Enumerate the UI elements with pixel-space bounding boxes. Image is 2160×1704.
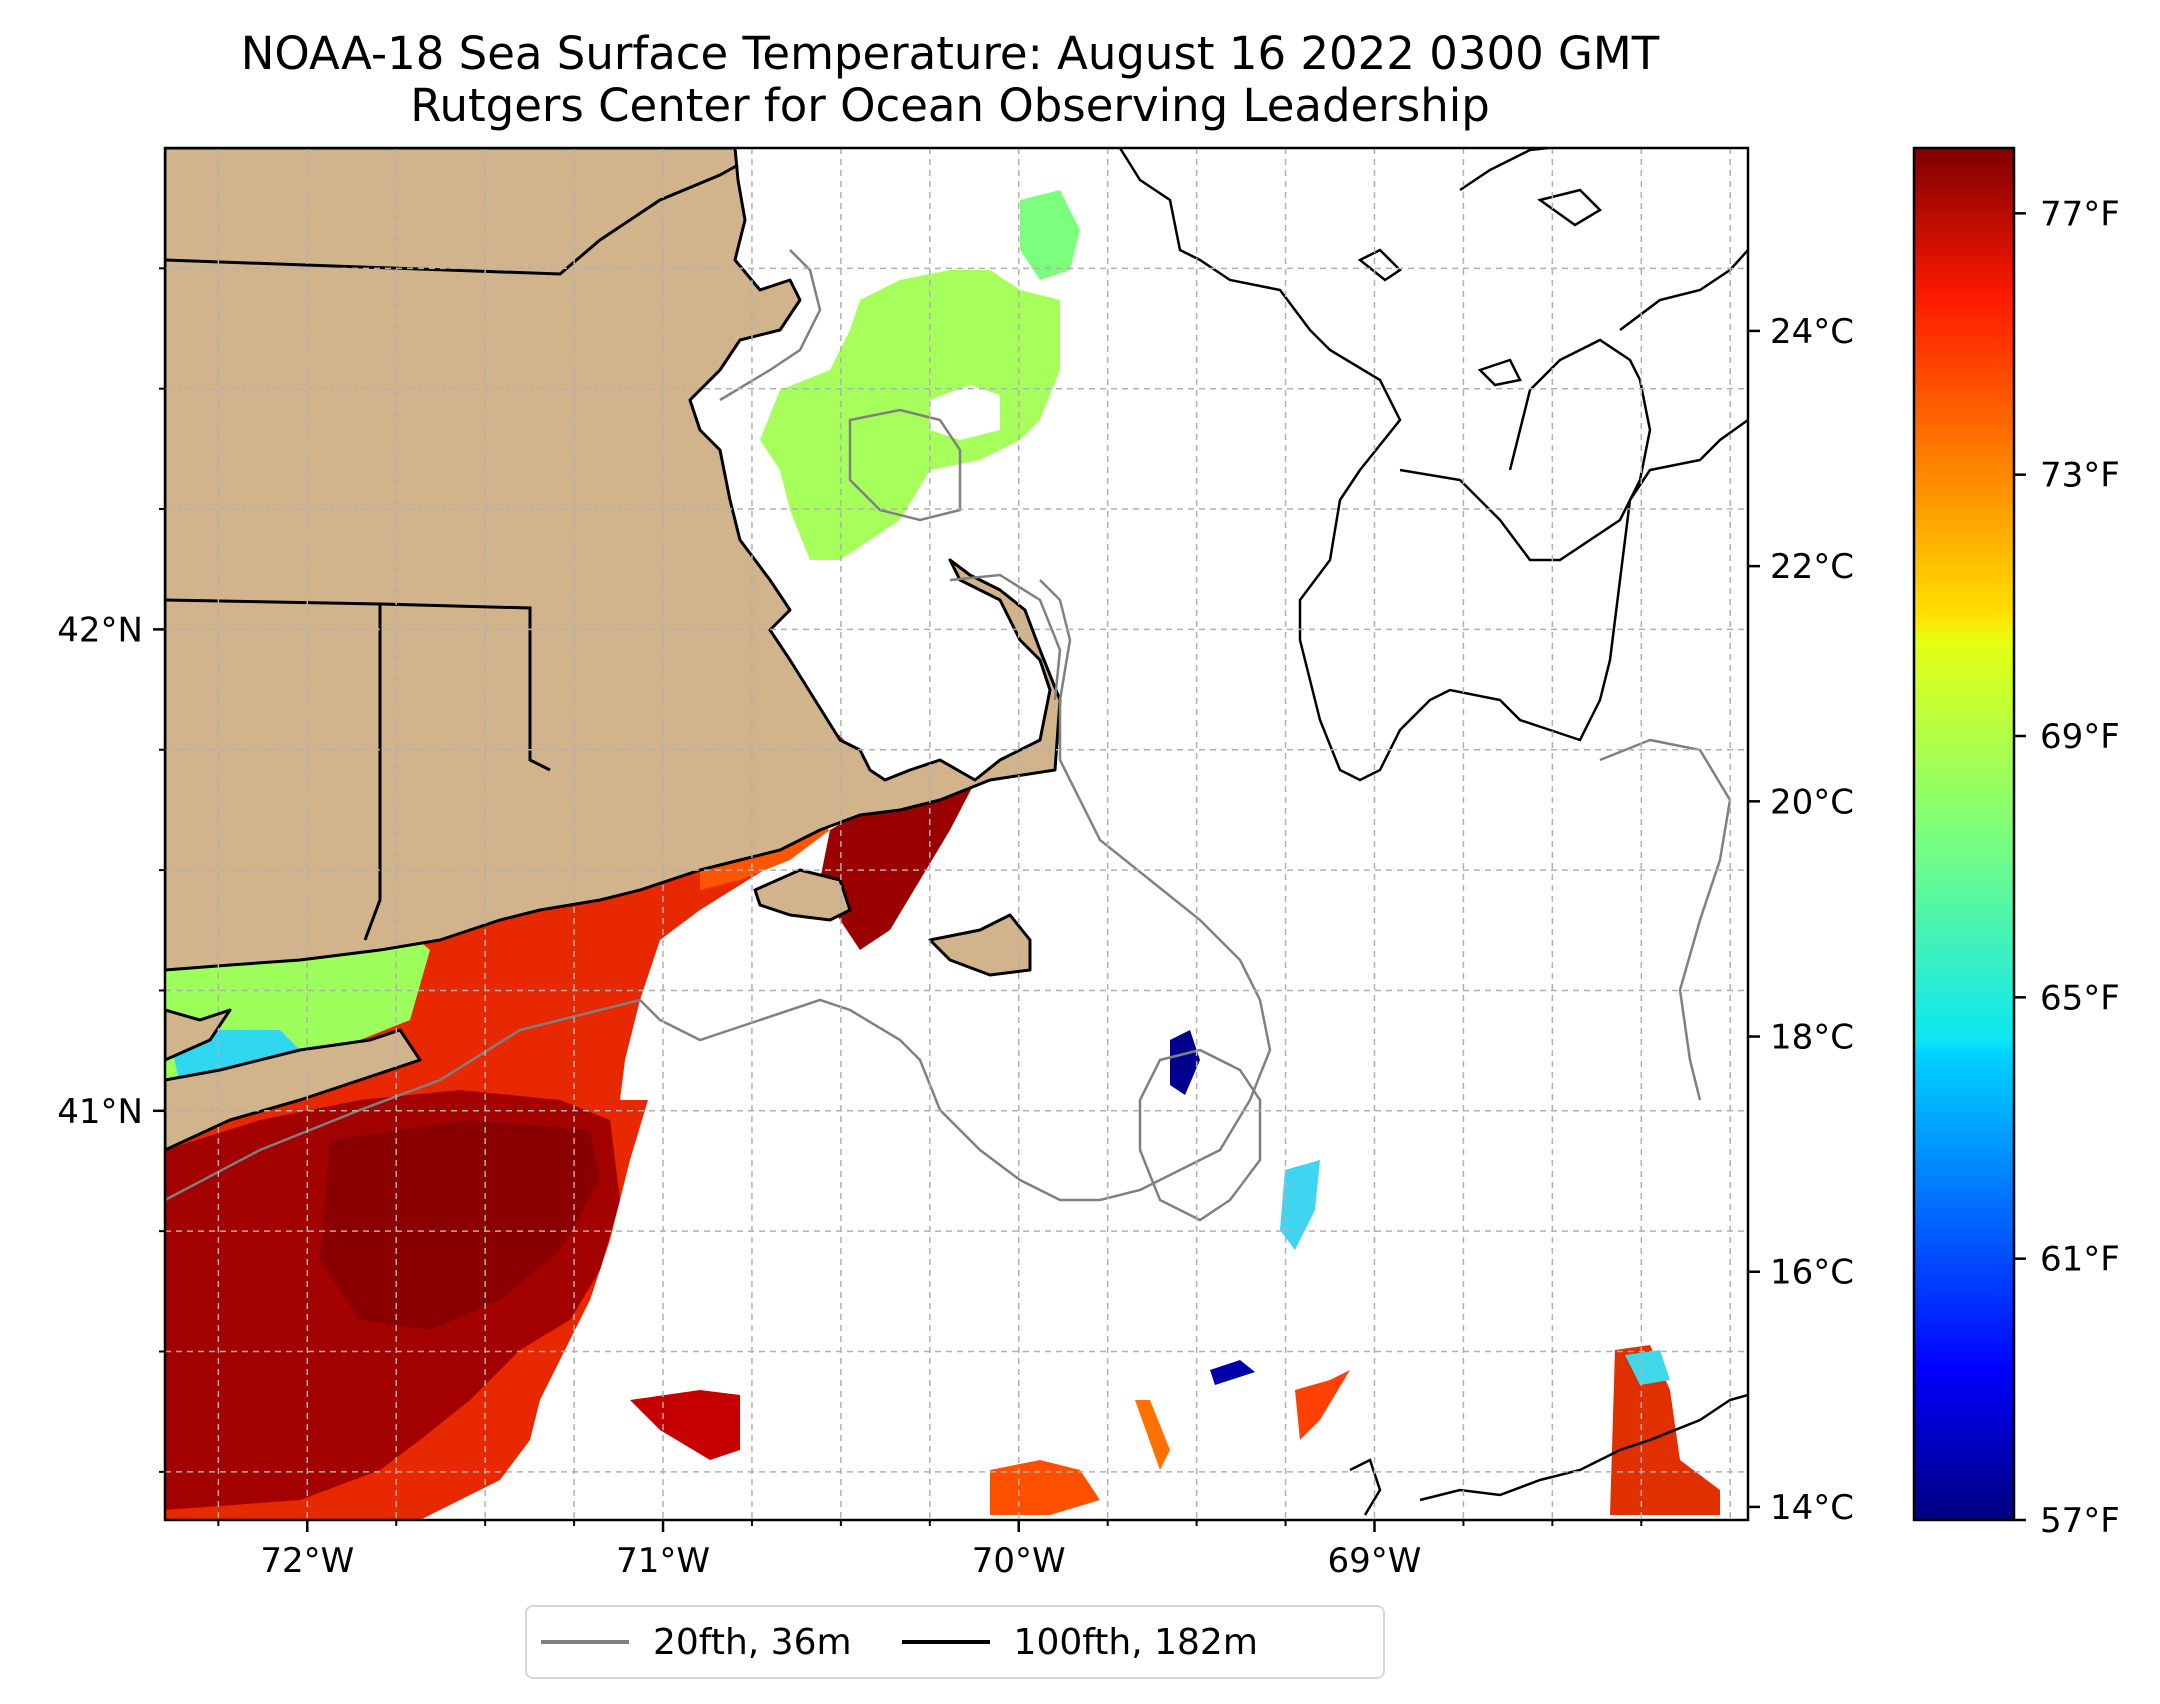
y-axis: 42°N 41°N (57, 267, 165, 1473)
x-axis: 72°W 71°W 70°W 69°W (217, 1520, 1643, 1581)
sst-south-patch-4 (1295, 1370, 1350, 1440)
sst-east-cyan (1280, 1160, 1320, 1250)
colorbar-celsius-axis: 24°C 22°C 20°C 18°C 16°C 14°C (1748, 312, 1854, 1528)
x-tick-label: 69°W (1328, 1541, 1422, 1581)
y-tick-label: 41°N (57, 1092, 143, 1132)
colorbar-c-label: 18°C (1770, 1018, 1854, 1058)
colorbar-c-label: 14°C (1770, 1488, 1854, 1528)
land-mainland (165, 148, 1062, 972)
map-frame (163, 146, 1750, 1522)
colorbar-f-label: 77°F (2040, 194, 2120, 234)
legend-item-100fth: 100fth, 182m (901, 1621, 1258, 1663)
land-nantucket (928, 913, 1032, 977)
legend-swatch-100fth (901, 1640, 990, 1644)
legend-item-20fth: 20fth, 36m (541, 1622, 852, 1663)
sst-southeast-patch (1610, 1345, 1720, 1515)
sst-south-patch-1 (630, 1390, 740, 1460)
colorbar-f-label: 69°F (2040, 717, 2120, 757)
isobath-100fth (1118, 148, 1748, 1516)
sst-cape-cod-bay (760, 270, 1060, 560)
colorbar (1912, 146, 2016, 1522)
land-martha-vineyard (753, 868, 852, 922)
colorbar-c-label: 16°C (1770, 1253, 1854, 1293)
sst-south-patch-5 (1210, 1360, 1255, 1385)
land (165, 148, 1062, 1152)
x-tick-label: 70°W (972, 1541, 1066, 1581)
colorbar-f-label: 65°F (2040, 978, 2120, 1018)
x-tick-label: 71°W (616, 1541, 710, 1581)
sst-nantucket-sound (820, 782, 975, 950)
colorbar-f-label: 57°F (2040, 1501, 2120, 1541)
title-line-2: Rutgers Center for Ocean Observing Leade… (410, 79, 1490, 132)
graticule (165, 148, 1748, 1520)
colorbar-f-label: 61°F (2040, 1240, 2120, 1280)
title-line-1: NOAA-18 Sea Surface Temperature: August … (240, 27, 1660, 80)
land-long-island (165, 1008, 232, 1062)
colorbar-fahrenheit-axis: 77°F 73°F 69°F 65°F 61°F 57°F (2014, 194, 2120, 1541)
colorbar-c-label: 24°C (1770, 312, 1854, 352)
land-long-island-fork (165, 1028, 422, 1152)
border-nh-ma (165, 163, 739, 276)
sst-southeast-cyan (1625, 1350, 1670, 1385)
sst-hot-core-2 (320, 1120, 600, 1330)
sst-south-patch-3 (1135, 1400, 1170, 1470)
legend-label-100fth: 100fth, 182m (1013, 1621, 1258, 1663)
legend-label-20fth: 20fth, 36m (653, 1621, 852, 1663)
sst-field (165, 190, 1720, 1520)
border-ct-ri (363, 604, 382, 941)
legend-swatch-20fth (541, 1640, 629, 1644)
y-tick-label: 42°N (57, 610, 143, 650)
sst-mass-bay-north (1020, 190, 1080, 280)
colorbar-c-label: 22°C (1770, 547, 1854, 587)
legend: 20fth, 36m 100fth, 182m (525, 1605, 1385, 1679)
colorbar-c-label: 20°C (1770, 782, 1854, 822)
isobath-20fth (165, 249, 1732, 1222)
state-borders (165, 163, 739, 941)
x-tick-label: 72°W (260, 1541, 354, 1581)
sst-cape-cod-bay-gap (930, 385, 1000, 440)
border-ri-ma (528, 608, 551, 772)
sst-south-patch-2 (990, 1460, 1100, 1515)
sst-georges-blue (1170, 1030, 1200, 1095)
colorbar-f-label: 73°F (2040, 456, 2120, 496)
